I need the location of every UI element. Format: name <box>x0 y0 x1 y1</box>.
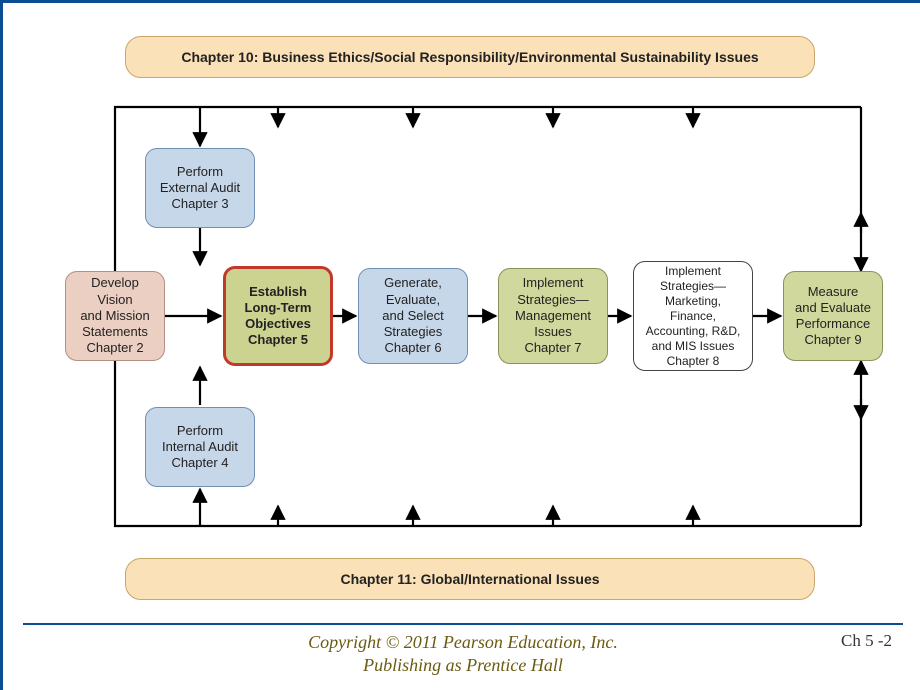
diagram-area: Chapter 10: Business Ethics/Social Respo… <box>3 3 920 626</box>
node-n8: Implement Strategies— Marketing, Finance… <box>633 261 753 371</box>
node-n6: Generate, Evaluate, and Select Strategie… <box>358 268 468 364</box>
node-n5: Establish Long-Term Objectives Chapter 5 <box>223 266 333 366</box>
top-banner: Chapter 10: Business Ethics/Social Respo… <box>125 36 815 78</box>
node-n2: Develop Vision and Mission Statements Ch… <box>65 271 165 361</box>
footer-divider <box>23 623 903 625</box>
slide-page: Chapter 10: Business Ethics/Social Respo… <box>0 0 920 690</box>
footer-copyright: Copyright © 2011 Pearson Education, Inc.… <box>3 631 920 676</box>
node-n9: Measure and Evaluate Performance Chapter… <box>783 271 883 361</box>
node-n7: Implement Strategies— Management Issues … <box>498 268 608 364</box>
page-number: Ch 5 -2 <box>841 631 892 651</box>
bottom-banner: Chapter 11: Global/International Issues <box>125 558 815 600</box>
node-n4: Perform Internal Audit Chapter 4 <box>145 407 255 487</box>
node-n3: Perform External Audit Chapter 3 <box>145 148 255 228</box>
